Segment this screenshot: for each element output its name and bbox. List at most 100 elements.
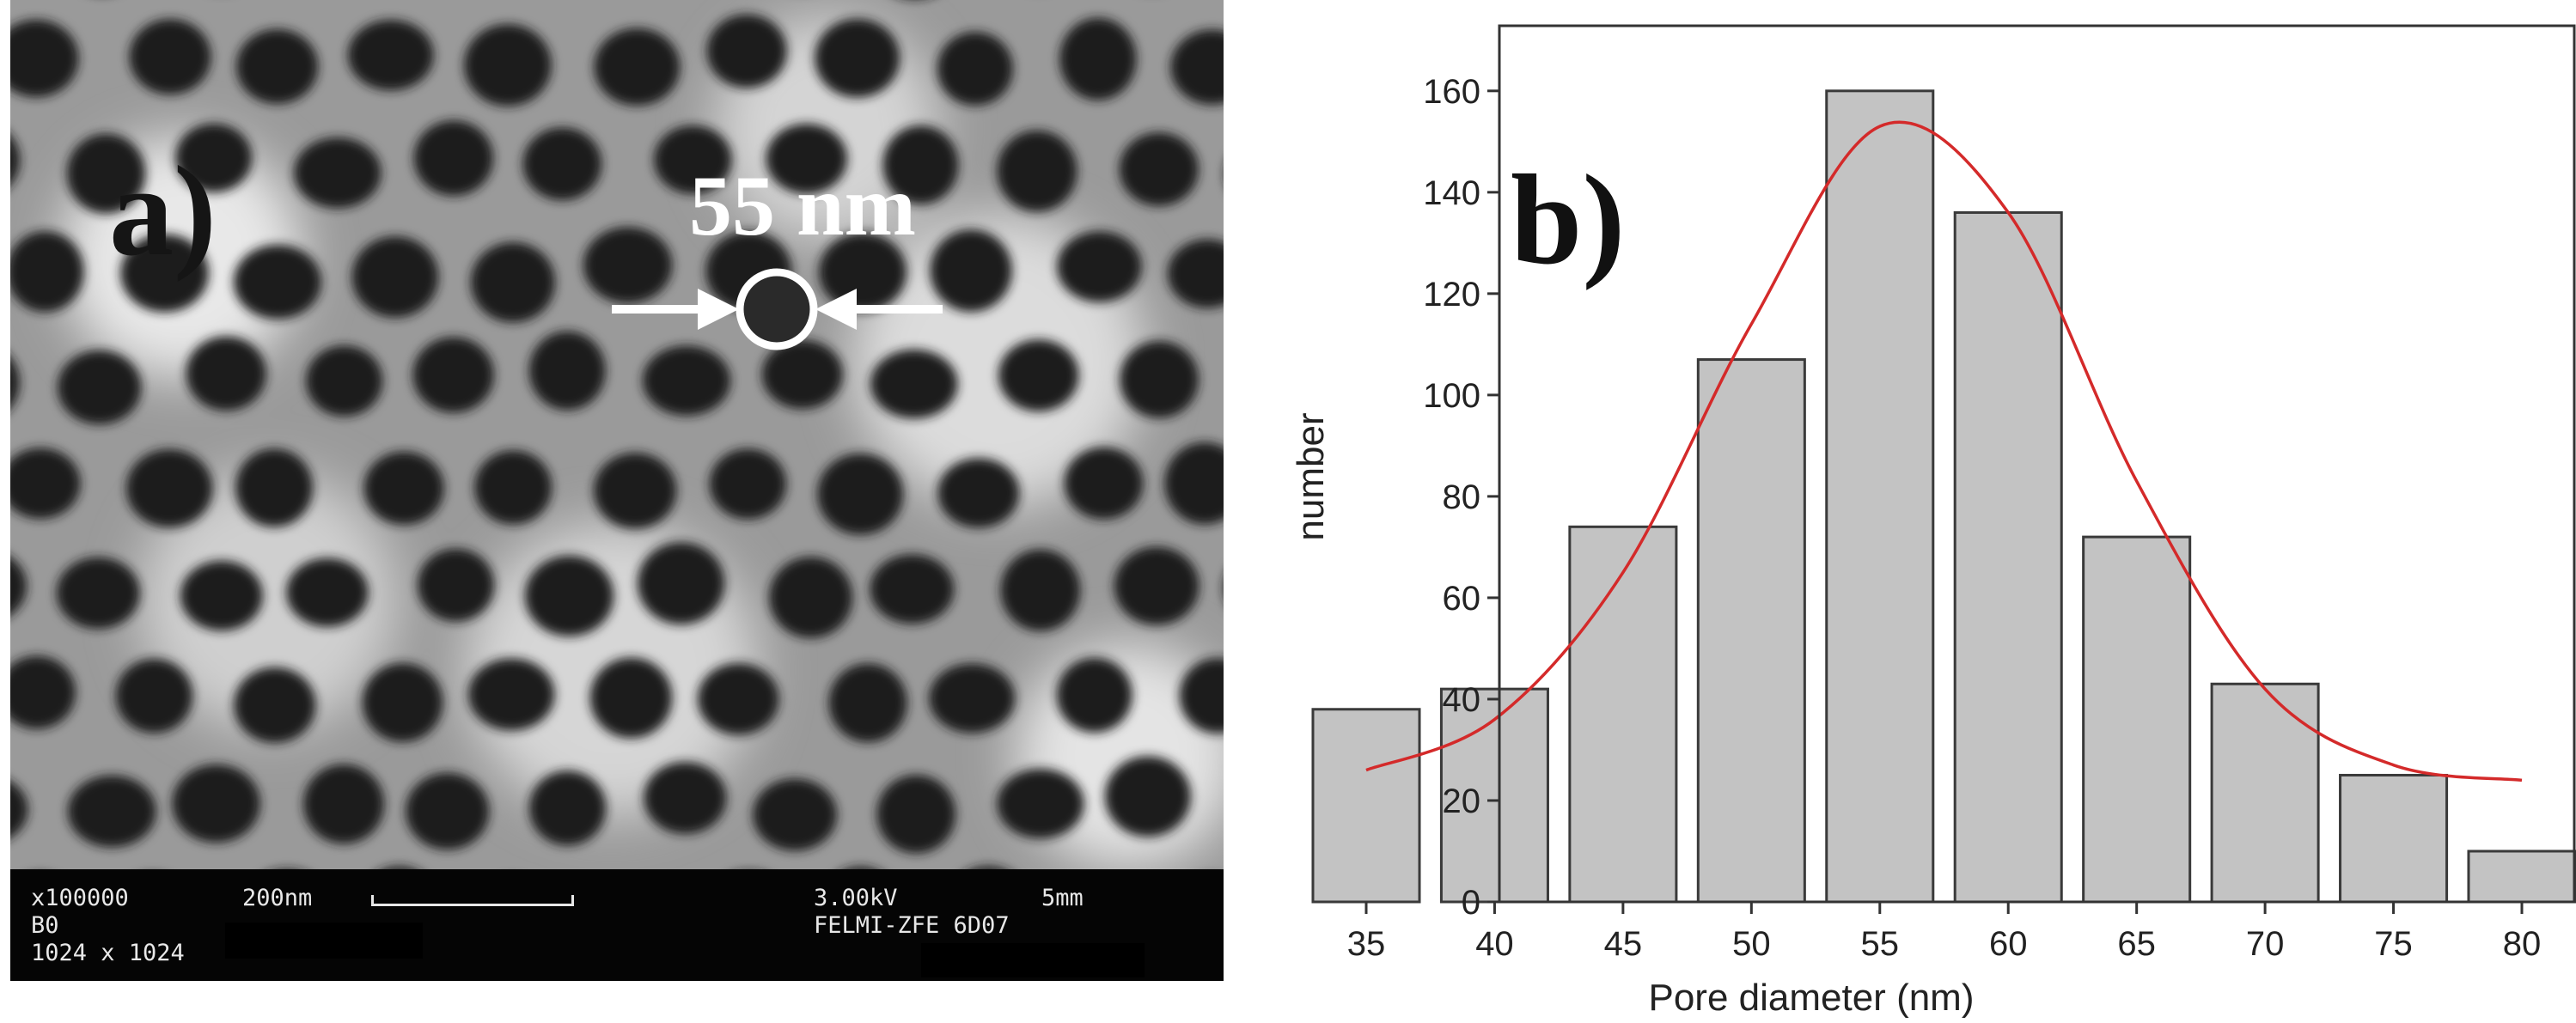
y-tick-label: 160 xyxy=(1423,73,1480,111)
pore xyxy=(930,229,1012,313)
pore xyxy=(305,345,383,417)
pore xyxy=(236,28,319,104)
pore xyxy=(1057,231,1142,302)
pore xyxy=(10,781,28,838)
bright-patch xyxy=(139,472,397,730)
pore xyxy=(528,770,607,846)
pore xyxy=(524,555,614,636)
left-arrowhead-icon xyxy=(698,289,739,330)
pore xyxy=(583,227,673,304)
histogram-bar xyxy=(1311,708,1421,904)
pore xyxy=(766,124,847,194)
pore xyxy=(294,137,382,209)
pore xyxy=(10,19,79,98)
magnification-text: x100000 xyxy=(31,885,129,911)
pore xyxy=(66,133,146,214)
panel-a-label: a) xyxy=(109,140,217,283)
pore xyxy=(303,764,385,844)
measured-pore-circle xyxy=(736,268,818,350)
pore xyxy=(125,448,213,528)
pore xyxy=(1119,132,1199,206)
pore xyxy=(10,448,81,520)
y-tick-label: 120 xyxy=(1423,276,1480,314)
pore xyxy=(870,349,958,419)
pore xyxy=(817,453,904,535)
pore xyxy=(10,356,20,409)
x-tick-label: 40 xyxy=(1475,925,1514,963)
pore xyxy=(129,19,211,95)
pore xyxy=(761,339,844,410)
pore xyxy=(998,339,1079,411)
pore xyxy=(67,775,156,848)
pore xyxy=(876,775,956,854)
pore xyxy=(1064,447,1144,520)
pore xyxy=(937,458,1020,528)
pore xyxy=(997,130,1077,212)
pore xyxy=(937,32,1013,106)
pore xyxy=(1164,441,1224,525)
pore xyxy=(412,337,494,413)
pore xyxy=(470,242,556,323)
y-tick-label: 40 xyxy=(1443,681,1481,719)
detector-text: B0 xyxy=(31,912,59,939)
y-tick-label: 20 xyxy=(1443,782,1481,820)
pore xyxy=(351,236,439,318)
pore xyxy=(362,662,443,742)
y-tick-label: 140 xyxy=(1423,174,1480,212)
pore xyxy=(1056,657,1132,733)
pore xyxy=(642,345,731,417)
redaction-block xyxy=(921,943,1145,977)
pore xyxy=(818,232,907,312)
panel-b-label: b) xyxy=(1511,149,1626,291)
pore xyxy=(115,658,193,734)
pore xyxy=(522,127,602,201)
pore xyxy=(1170,29,1224,105)
x-tick-label: 70 xyxy=(2246,925,2285,963)
pore xyxy=(10,557,27,616)
right-arrowhead-icon xyxy=(815,289,857,330)
pore xyxy=(815,18,900,98)
histogram-bar xyxy=(1825,89,1935,904)
x-tick-label: 50 xyxy=(1732,925,1771,963)
pore xyxy=(593,453,677,529)
histogram-bar xyxy=(1696,358,1806,904)
pore xyxy=(57,350,142,425)
pore xyxy=(637,542,725,625)
pore xyxy=(10,231,84,313)
pore xyxy=(769,557,853,638)
histogram-bar xyxy=(2467,849,2576,904)
sem-info-bar: x100000 200nm 3.00kV 5mm B0 FELMI-ZFE 6D… xyxy=(10,869,1224,981)
instrument-text: FELMI-ZFE 6D07 xyxy=(814,912,1010,939)
y-tick-label: 100 xyxy=(1423,377,1480,415)
pore xyxy=(1114,546,1199,625)
resolution-text: 1024 x 1024 xyxy=(31,940,185,966)
pore xyxy=(1000,549,1081,631)
x-tick-label: 55 xyxy=(1861,925,1900,963)
pore xyxy=(698,663,779,735)
pore xyxy=(406,772,490,850)
pore xyxy=(10,135,21,186)
pore xyxy=(384,866,414,869)
pore xyxy=(235,448,314,527)
pore xyxy=(870,554,955,624)
x-tick-label: 60 xyxy=(1989,925,2028,963)
plot-frame xyxy=(1498,24,2576,904)
gaussian-fit-curve xyxy=(1365,120,2523,782)
histogram-bar xyxy=(2339,773,2449,904)
pore xyxy=(172,764,260,843)
voltage-text: 3.00kV xyxy=(814,885,898,911)
histogram-bar xyxy=(2210,682,2320,904)
pore xyxy=(753,778,838,851)
pore xyxy=(709,448,787,520)
x-tick-label: 75 xyxy=(2374,925,2413,963)
pore xyxy=(1059,17,1137,100)
pore xyxy=(589,657,673,739)
pore xyxy=(1120,340,1199,418)
pore xyxy=(233,244,322,320)
pore xyxy=(10,655,76,729)
x-tick-label: 35 xyxy=(1347,925,1386,963)
pore xyxy=(1104,756,1191,837)
pore xyxy=(413,120,494,197)
pore xyxy=(363,451,444,526)
x-tick-label: 80 xyxy=(2503,925,2542,963)
